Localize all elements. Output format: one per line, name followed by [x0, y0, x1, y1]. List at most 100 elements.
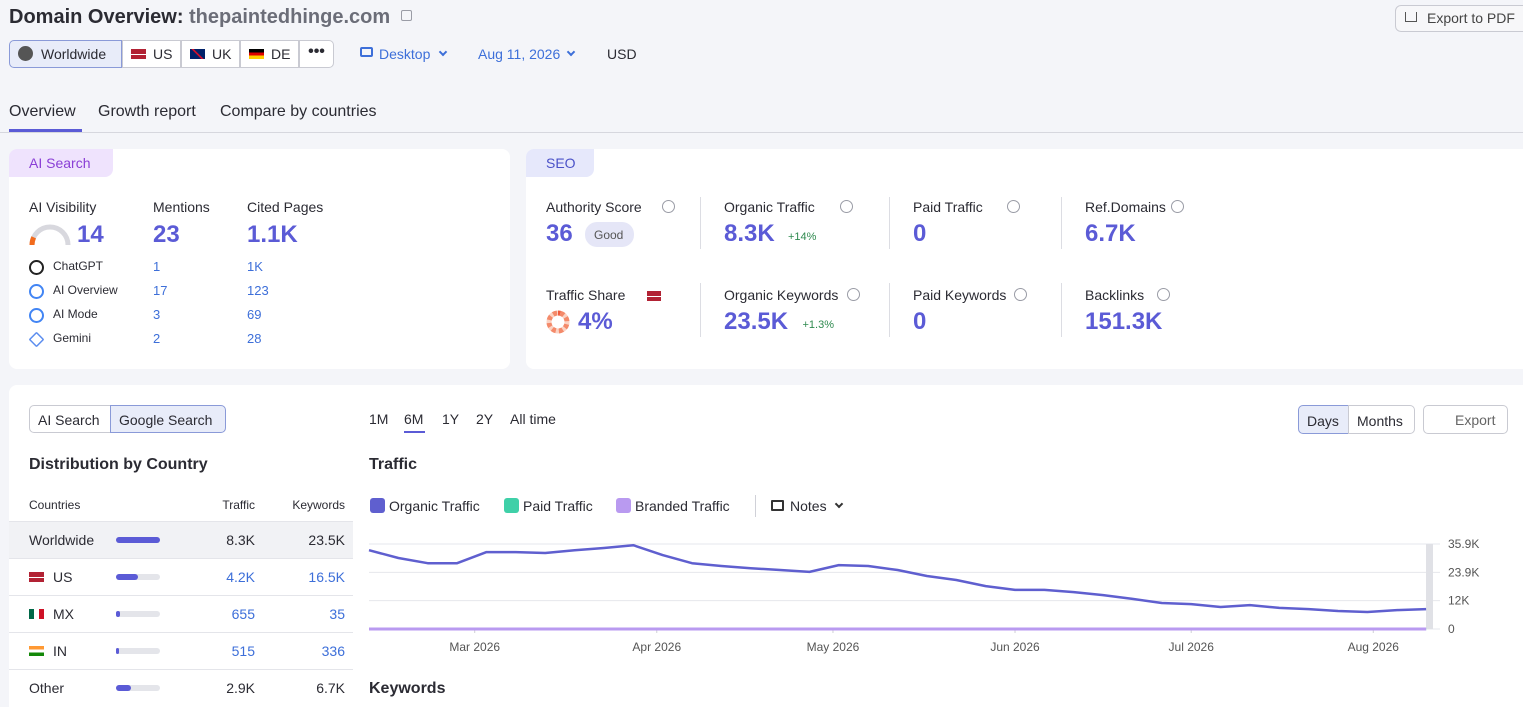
period-tab[interactable]: 6M: [404, 411, 424, 427]
flag-icon: [29, 572, 44, 582]
ai-search-badge: AI Search: [9, 149, 113, 177]
row-background: [9, 595, 353, 632]
period-tab[interactable]: 1Y: [442, 411, 460, 427]
column-header: Traffic: [222, 498, 255, 512]
country-traffic: 8.3K: [226, 532, 255, 548]
change-label: +1.3%: [802, 319, 835, 331]
legend-checkbox[interactable]: [616, 498, 631, 513]
flag-icon: [190, 49, 205, 59]
divider: [1061, 283, 1062, 337]
info-icon: [846, 288, 860, 301]
divider: [889, 197, 890, 249]
source-mentions[interactable]: 3: [153, 307, 161, 322]
country-name: Worldwide: [29, 532, 95, 548]
export-button[interactable]: Export: [1423, 405, 1508, 434]
more-regions[interactable]: •••: [299, 40, 334, 68]
legend-label[interactable]: Organic Traffic: [389, 498, 480, 514]
device-select[interactable]: Desktop: [379, 46, 431, 62]
metric-value: 14: [77, 221, 104, 248]
seo-metric-value[interactable]: 0: [913, 308, 927, 335]
view-toggle[interactable]: Months: [1348, 405, 1415, 434]
info-icon: [1006, 200, 1020, 213]
share-track: [116, 648, 160, 654]
gauge-fill: [29, 236, 37, 246]
flag-icon: [646, 291, 661, 301]
row-background: [9, 669, 353, 706]
x-tick-label: Jul 2026: [1169, 640, 1215, 654]
legend-label[interactable]: Branded Traffic: [635, 498, 730, 514]
country-keywords[interactable]: 35: [329, 606, 345, 622]
source-icon: [29, 284, 44, 299]
next-section-title: Keywords: [369, 680, 446, 697]
source-cited[interactable]: 1K: [247, 259, 263, 274]
region-label[interactable]: UK: [212, 46, 232, 62]
seo-metric-value[interactable]: 151.3K: [1085, 308, 1163, 335]
seo-metric-value: 4%: [578, 308, 613, 335]
row-background: [9, 632, 353, 669]
column-header: Countries: [29, 498, 81, 512]
source-cited[interactable]: 123: [247, 283, 269, 298]
info-icon: [661, 200, 675, 213]
region-label[interactable]: US: [153, 46, 173, 62]
x-tick-label: May 2026: [807, 640, 860, 654]
region-tab[interactable]: [240, 40, 299, 68]
export-pdf-label[interactable]: Export to PDF: [1427, 10, 1515, 26]
seo-metric-value[interactable]: 23.5K: [724, 308, 789, 335]
chart-title: Traffic: [369, 456, 418, 473]
region-tab[interactable]: [181, 40, 240, 68]
share-bar: [116, 685, 132, 691]
seo-metric-value[interactable]: 36: [546, 220, 573, 247]
country-traffic[interactable]: 515: [231, 643, 255, 659]
source-mentions[interactable]: 1: [153, 259, 161, 274]
legend-separator: [755, 495, 756, 517]
seo-metric-value[interactable]: 8.3K: [724, 220, 775, 247]
source-toggle[interactable]: Google Search: [110, 405, 226, 433]
active-period-underline: [404, 431, 425, 433]
currency-label: USD: [607, 46, 637, 62]
nav-tab[interactable]: Overview: [9, 103, 76, 120]
seo-metric-label: Ref.Domains: [1085, 199, 1166, 215]
info-icon: [1013, 288, 1027, 301]
region-label[interactable]: Worldwide: [41, 46, 107, 62]
seo-metric-value[interactable]: 6.7K: [1085, 220, 1136, 247]
seo-metric-value[interactable]: 0: [913, 220, 927, 247]
nav-tab[interactable]: Growth report: [98, 103, 196, 120]
domain-name: thepaintedhinge.com: [189, 6, 391, 28]
source-mentions[interactable]: 17: [153, 283, 168, 298]
country-traffic[interactable]: 655: [231, 606, 255, 622]
seo-badge: SEO: [526, 149, 594, 177]
flag-icon: [29, 646, 44, 656]
share-bar: [116, 648, 119, 654]
info-icon: [839, 200, 853, 213]
period-tab[interactable]: All time: [510, 411, 556, 427]
region-label[interactable]: DE: [271, 46, 291, 62]
share-bar: [116, 574, 139, 580]
period-tab[interactable]: 1M: [369, 411, 389, 427]
score-badge: Good: [585, 222, 634, 247]
y-tick-label: 0: [1448, 622, 1455, 636]
legend-checkbox[interactable]: [504, 498, 519, 513]
period-tab[interactable]: 2Y: [476, 411, 494, 427]
country-keywords[interactable]: 336: [321, 643, 345, 659]
date-select[interactable]: Aug 11, 2026: [478, 46, 561, 62]
metric-value: 1.1K: [247, 221, 298, 248]
seo-metric-label: Paid Traffic: [913, 199, 983, 215]
source-cited[interactable]: 28: [247, 331, 262, 346]
legend-label[interactable]: Paid Traffic: [523, 498, 593, 514]
nav-tab[interactable]: Compare by countries: [220, 103, 377, 120]
view-toggle[interactable]: Days: [1298, 405, 1349, 434]
source-cited[interactable]: 69: [247, 307, 262, 322]
country-keywords[interactable]: 16.5K: [308, 569, 345, 585]
x-tick-label: Jun 2026: [990, 640, 1040, 654]
country-traffic[interactable]: 4.2K: [226, 569, 255, 585]
flag-icon: [249, 49, 264, 59]
external-link-icon[interactable]: [401, 10, 412, 21]
legend-checkbox[interactable]: [370, 498, 385, 513]
share-bar: [116, 537, 160, 543]
seo-metric-label: Authority Score: [546, 199, 642, 215]
notes-button[interactable]: Notes: [790, 498, 827, 514]
flag-icon: [29, 609, 44, 619]
source-mentions[interactable]: 2: [153, 331, 161, 346]
seo-metric-label: Paid Keywords: [913, 287, 1007, 303]
seo-metric-label: Organic Traffic: [724, 199, 815, 215]
